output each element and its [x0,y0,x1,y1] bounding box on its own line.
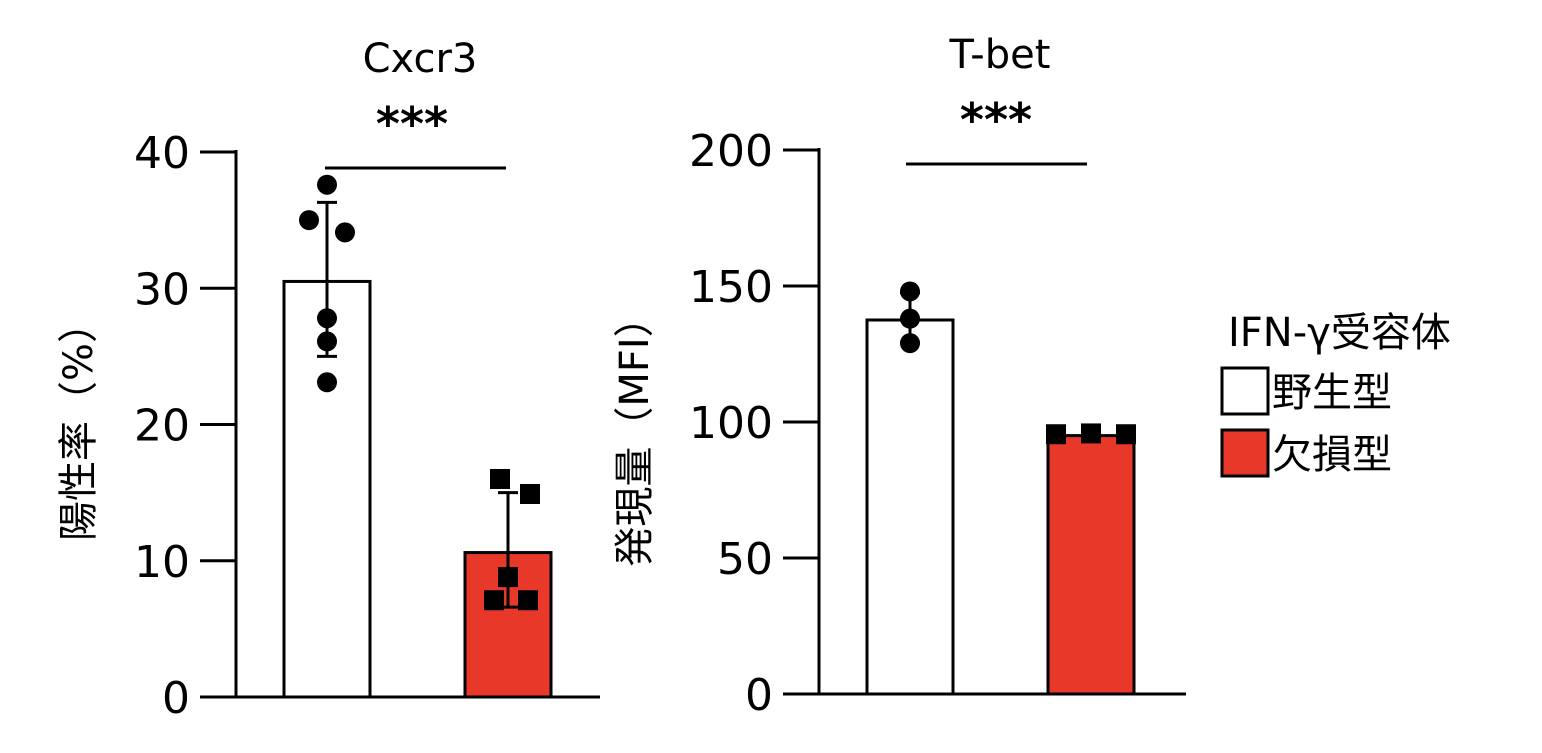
data-point [1116,424,1136,445]
data-point [484,590,504,611]
y-tick-label: 10 [134,537,190,588]
significance-label: *** [960,93,1032,147]
data-point [900,333,920,354]
data-point [1081,423,1101,444]
y-axis-label: 発現量（MFI） [612,297,658,566]
data-point [520,483,540,504]
significance-label: *** [376,97,448,151]
legend-label-wild-type: 野生型 [1272,370,1392,416]
data-point [490,469,510,489]
chart-cxcr3: Cxcr3 *** 陽性率（%） 0 10 20 30 40 [56,36,600,724]
y-tick-label: 0 [745,670,773,721]
y-tick-label: 20 [134,401,190,452]
y-tick-label: 200 [689,126,773,177]
data-point [299,210,319,231]
data-point [317,174,337,195]
y-tick-label: 50 [717,534,773,585]
y-axis-label: 陽性率（%） [56,303,102,541]
bar [865,318,955,696]
chart-title: Cxcr3 [363,36,478,82]
data-point [317,372,337,393]
chart-tbet: T-bet *** 発現量（MFI） 0 50 100 150 200 [612,32,1186,721]
legend-swatch-wild-type [1220,366,1270,416]
data-point [518,590,538,611]
y-tick-label: 30 [134,264,190,315]
data-point [317,308,337,329]
legend: IFN-γ受容体 野生型 欠損型 [1220,310,1451,478]
data-point [335,222,355,243]
bar [1046,434,1136,696]
y-tick-label: 40 [134,128,190,179]
data-point [498,567,518,588]
legend-title: IFN-γ受容体 [1228,310,1451,356]
y-tick-label: 0 [162,673,190,724]
legend-swatch-knockout [1220,428,1270,478]
data-point [317,331,337,352]
legend-label-knockout: 欠損型 [1272,432,1392,478]
data-point [1046,424,1066,445]
y-tick-label: 150 [689,262,773,313]
chart-title: T-bet [949,32,1051,78]
y-tick-label: 100 [689,398,773,449]
data-point [900,281,920,302]
data-point [900,308,920,329]
